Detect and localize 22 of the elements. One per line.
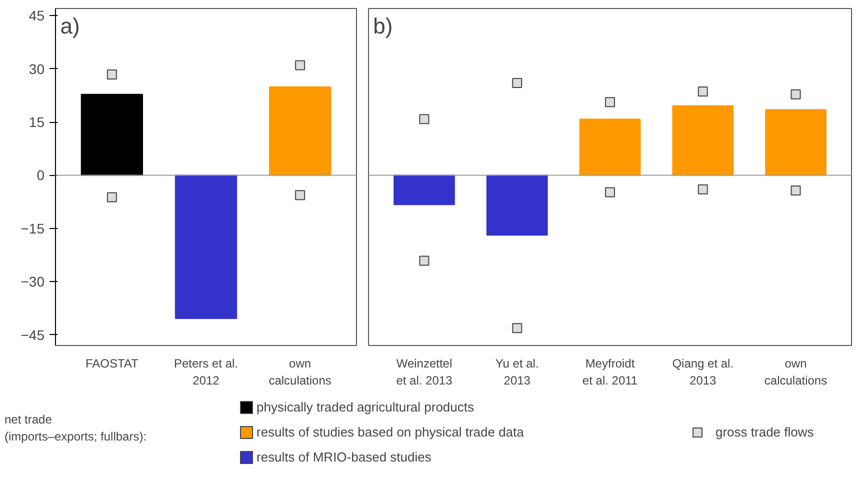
x-tick-label: Meyfroidt et al. 2011 <box>582 356 638 388</box>
y-tick-label: −15 <box>20 220 45 236</box>
x-tick-label: own calculations <box>764 356 828 388</box>
x-tick-label: FAOSTAT <box>85 356 140 370</box>
x-tick-label: Yu et al. 2013 <box>495 356 539 388</box>
y-tick-label: −45 <box>20 326 45 343</box>
x-tick-label: Weinzettel et al. 2013 <box>396 356 453 388</box>
y-tick-label: −30 <box>20 274 45 290</box>
x-tick-label: own calculations <box>268 356 332 388</box>
y-tick-label: 0 <box>36 167 45 184</box>
legend-label: results of studies based on physical trade data <box>256 424 525 440</box>
y-tick-label: 45 <box>28 8 45 24</box>
y-tick-label: 30 <box>28 60 45 77</box>
chart-title: b) <box>373 14 393 38</box>
legend-label: results of MRIO-based studies <box>256 450 432 464</box>
chart-title: a) <box>60 14 80 38</box>
legend-title: net trade (imports–exports; fullbars): <box>4 412 147 444</box>
y-tick-label: 15 <box>28 114 45 130</box>
x-tick-label: Qiang et al. 2013 <box>672 356 734 388</box>
legend-label: physically traded agricultural products <box>256 400 474 414</box>
legend-label: gross trade flows <box>716 424 814 440</box>
x-tick-label: Peters et al. 2012 <box>174 356 238 388</box>
